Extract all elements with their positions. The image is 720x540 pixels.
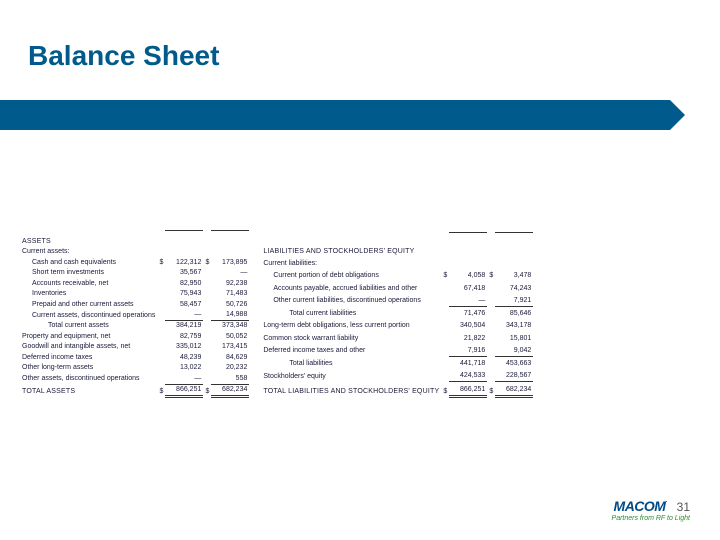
table-row: Accounts payable, accrued liabilities an… — [261, 281, 533, 293]
current-assets-header: Current assets: — [20, 247, 157, 257]
table-row: Current portion of debt obligations$4,05… — [261, 269, 533, 281]
page-title: Balance Sheet — [28, 40, 219, 72]
table-row: Common stock warrant liability21,82215,8… — [261, 331, 533, 343]
table-row: Inventories75,94371,483 — [20, 289, 249, 299]
liabilities-header: LIABILITIES AND STOCKHOLDERS' EQUITY — [261, 245, 441, 257]
table-row: Prepaid and other current assets58,45750… — [20, 299, 249, 309]
total-current-assets-row: Total current assets384,219373,348 — [20, 320, 249, 331]
macom-logo: MACOM. — [614, 498, 667, 514]
stockholders-equity-row: Stockholders' equity424,533228,567 — [261, 369, 533, 382]
table-row: Other assets, discontinued operations—55… — [20, 373, 249, 384]
assets-header: ASSETS — [20, 236, 157, 246]
page-number: 31 — [677, 500, 690, 514]
total-current-liabilities-row: Total current liabilities71,47685,646 — [261, 306, 533, 319]
table-row: Short term investments35,567— — [20, 268, 249, 278]
balance-sheet-body: ASSETS Current assets: Cash and cash equ… — [20, 218, 700, 398]
table-row: Property and equipment, net82,75950,052 — [20, 331, 249, 341]
total-liabilities-row: Total liabilities441,718453,663 — [261, 356, 533, 369]
assets-table: ASSETS Current assets: Cash and cash equ… — [20, 218, 249, 398]
table-row: Other current liabilities, discontinued … — [261, 293, 533, 306]
total-liab-equity-row: TOTAL LIABILITIES AND STOCKHOLDERS' EQUI… — [261, 382, 533, 397]
table-row: Deferred income taxes and other7,9169,04… — [261, 343, 533, 356]
total-assets-row: TOTAL ASSETS$866,251$682,234 — [20, 384, 249, 396]
current-liabilities-header: Current liabilities: — [261, 257, 441, 269]
table-row: Goodwill and intangible assets, net335,0… — [20, 342, 249, 352]
liabilities-table: LIABILITIES AND STOCKHOLDERS' EQUITY Cur… — [261, 218, 533, 398]
slide-footer: MACOM. 31 Partners from RF to Light — [612, 498, 690, 522]
table-row: Current assets, discontinued operations—… — [20, 310, 249, 321]
logo-tagline: Partners from RF to Light — [612, 515, 690, 522]
table-row: Deferred income taxes48,23984,629 — [20, 352, 249, 362]
table-row: Other long-term assets13,02220,232 — [20, 363, 249, 373]
table-row: Long-term debt obligations, less current… — [261, 319, 533, 331]
table-row: Cash and cash equivalents$122,312$173,89… — [20, 257, 249, 267]
table-row: Accounts receivable, net82,95092,238 — [20, 278, 249, 288]
accent-banner — [0, 100, 670, 130]
